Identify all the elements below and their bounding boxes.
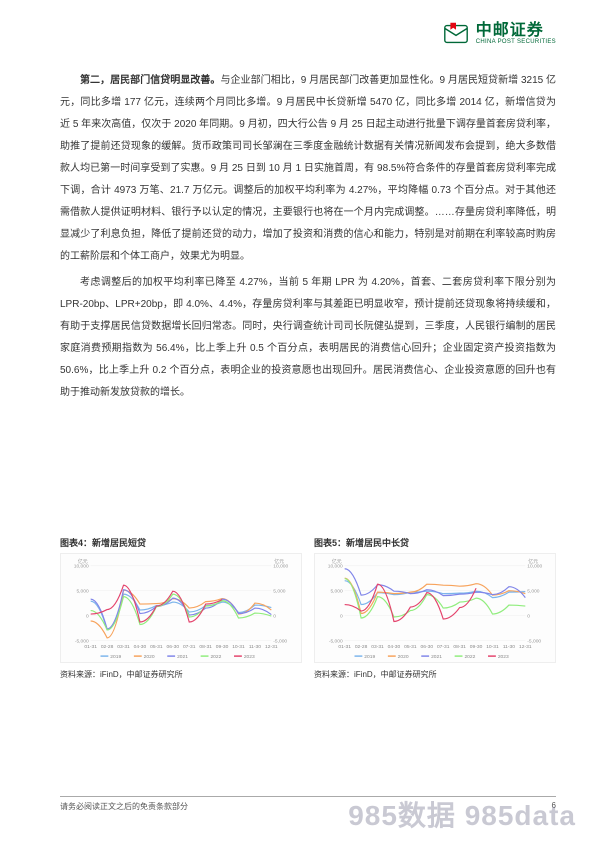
svg-text:-5,000: -5,000 xyxy=(273,638,287,644)
svg-text:亿元: 亿元 xyxy=(78,558,88,565)
chart5-block: 图表5：新增居民中长贷 10,00010,0005,0005,00000-5,0… xyxy=(314,536,556,680)
chart4-area: 10,00010,0005,0005,00000-5,000-5,000亿元亿元… xyxy=(60,553,302,663)
chart4-svg: 10,00010,0005,0005,00000-5,000-5,000亿元亿元… xyxy=(61,554,301,662)
chart5-area: 10,00010,0005,0005,00000-5,000-5,000亿元亿元… xyxy=(314,553,556,663)
paragraph-2: 考虑调整后的加权平均利率已降至 4.27%，当前 5 年期 LPR 为 4.20… xyxy=(60,272,556,404)
watermark: 985数据 985data xyxy=(348,794,576,834)
svg-text:08-31: 08-31 xyxy=(453,644,466,650)
svg-text:2019: 2019 xyxy=(364,654,375,660)
svg-text:12-31: 12-31 xyxy=(265,644,278,650)
svg-text:01-31: 01-31 xyxy=(84,644,97,650)
svg-text:2019: 2019 xyxy=(110,654,121,660)
svg-text:0: 0 xyxy=(86,613,89,619)
svg-text:01-31: 01-31 xyxy=(338,644,351,650)
charts-row: 图表4：新增居民短贷 10,00010,0005,0005,00000-5,00… xyxy=(60,536,556,680)
chart4-block: 图表4：新增居民短贷 10,00010,0005,0005,00000-5,00… xyxy=(60,536,302,680)
brand-logo-icon xyxy=(442,20,470,48)
para1-body: 与企业部门相比，9 月居民部门改善更加显性化。9 月居民短贷新增 3215 亿元… xyxy=(60,75,556,262)
brand-name-cn: 中邮证券 xyxy=(476,23,556,39)
svg-text:5,000: 5,000 xyxy=(273,589,286,595)
svg-text:0: 0 xyxy=(527,613,530,619)
chart5-svg: 10,00010,0005,0005,00000-5,000-5,000亿元亿元… xyxy=(315,554,555,662)
svg-text:2021: 2021 xyxy=(177,654,188,660)
svg-text:09-30: 09-30 xyxy=(216,644,229,650)
svg-text:2020: 2020 xyxy=(398,654,409,660)
svg-text:06-30: 06-30 xyxy=(167,644,180,650)
body-text: 第二，居民部门信贷明显改善。与企业部门相比，9 月居民部门改善更加显性化。9 月… xyxy=(60,70,556,408)
brand-name-en: CHINA POST SECURITIES xyxy=(476,39,556,45)
svg-text:02-28: 02-28 xyxy=(101,644,114,650)
svg-text:11-30: 11-30 xyxy=(249,644,261,650)
para1-lead: 第二，居民部门信贷明显改善。 xyxy=(80,75,220,86)
svg-text:07-31: 07-31 xyxy=(437,644,450,650)
svg-text:11-30: 11-30 xyxy=(503,644,515,650)
svg-text:0: 0 xyxy=(340,613,343,619)
svg-text:04-30: 04-30 xyxy=(388,644,401,650)
svg-text:-5,000: -5,000 xyxy=(75,638,89,644)
svg-text:03-31: 03-31 xyxy=(117,644,130,650)
svg-text:05-31: 05-31 xyxy=(150,644,163,650)
chart5-title: 图表5：新增居民中长贷 xyxy=(314,536,556,549)
svg-text:2022: 2022 xyxy=(464,654,475,660)
chart4-source: 资料来源：iFinD，中邮证券研究所 xyxy=(60,669,302,680)
svg-text:5,000: 5,000 xyxy=(76,589,89,595)
svg-text:03-31: 03-31 xyxy=(371,644,384,650)
svg-text:-5,000: -5,000 xyxy=(527,638,541,644)
footer-disclaimer: 请务必阅读正文之后的免责条款部分 xyxy=(60,801,188,812)
svg-text:2023: 2023 xyxy=(498,654,509,660)
svg-text:0: 0 xyxy=(273,613,276,619)
paragraph-1: 第二，居民部门信贷明显改善。与企业部门相比，9 月居民部门改善更加显性化。9 月… xyxy=(60,70,556,268)
svg-text:亿元: 亿元 xyxy=(332,558,342,565)
svg-text:2020: 2020 xyxy=(144,654,155,660)
svg-text:2021: 2021 xyxy=(431,654,442,660)
svg-text:12-31: 12-31 xyxy=(519,644,532,650)
svg-text:亿元: 亿元 xyxy=(528,558,538,565)
svg-text:07-31: 07-31 xyxy=(183,644,196,650)
svg-text:09-30: 09-30 xyxy=(470,644,483,650)
brand-logo-text: 中邮证券 CHINA POST SECURITIES xyxy=(476,23,556,45)
svg-text:05-31: 05-31 xyxy=(404,644,417,650)
svg-text:02-28: 02-28 xyxy=(355,644,368,650)
svg-text:08-31: 08-31 xyxy=(199,644,212,650)
svg-text:04-30: 04-30 xyxy=(134,644,147,650)
chart4-title: 图表4：新增居民短贷 xyxy=(60,536,302,549)
svg-text:2023: 2023 xyxy=(244,654,255,660)
header: 中邮证券 CHINA POST SECURITIES xyxy=(442,20,556,48)
svg-text:2022: 2022 xyxy=(210,654,221,660)
svg-text:5,000: 5,000 xyxy=(527,589,540,595)
svg-text:亿元: 亿元 xyxy=(274,558,284,565)
svg-text:10-31: 10-31 xyxy=(486,644,499,650)
chart5-source: 资料来源：iFinD，中邮证券研究所 xyxy=(314,669,556,680)
svg-text:06-30: 06-30 xyxy=(421,644,434,650)
svg-text:10-31: 10-31 xyxy=(232,644,245,650)
svg-text:-5,000: -5,000 xyxy=(329,638,343,644)
svg-text:5,000: 5,000 xyxy=(330,589,343,595)
